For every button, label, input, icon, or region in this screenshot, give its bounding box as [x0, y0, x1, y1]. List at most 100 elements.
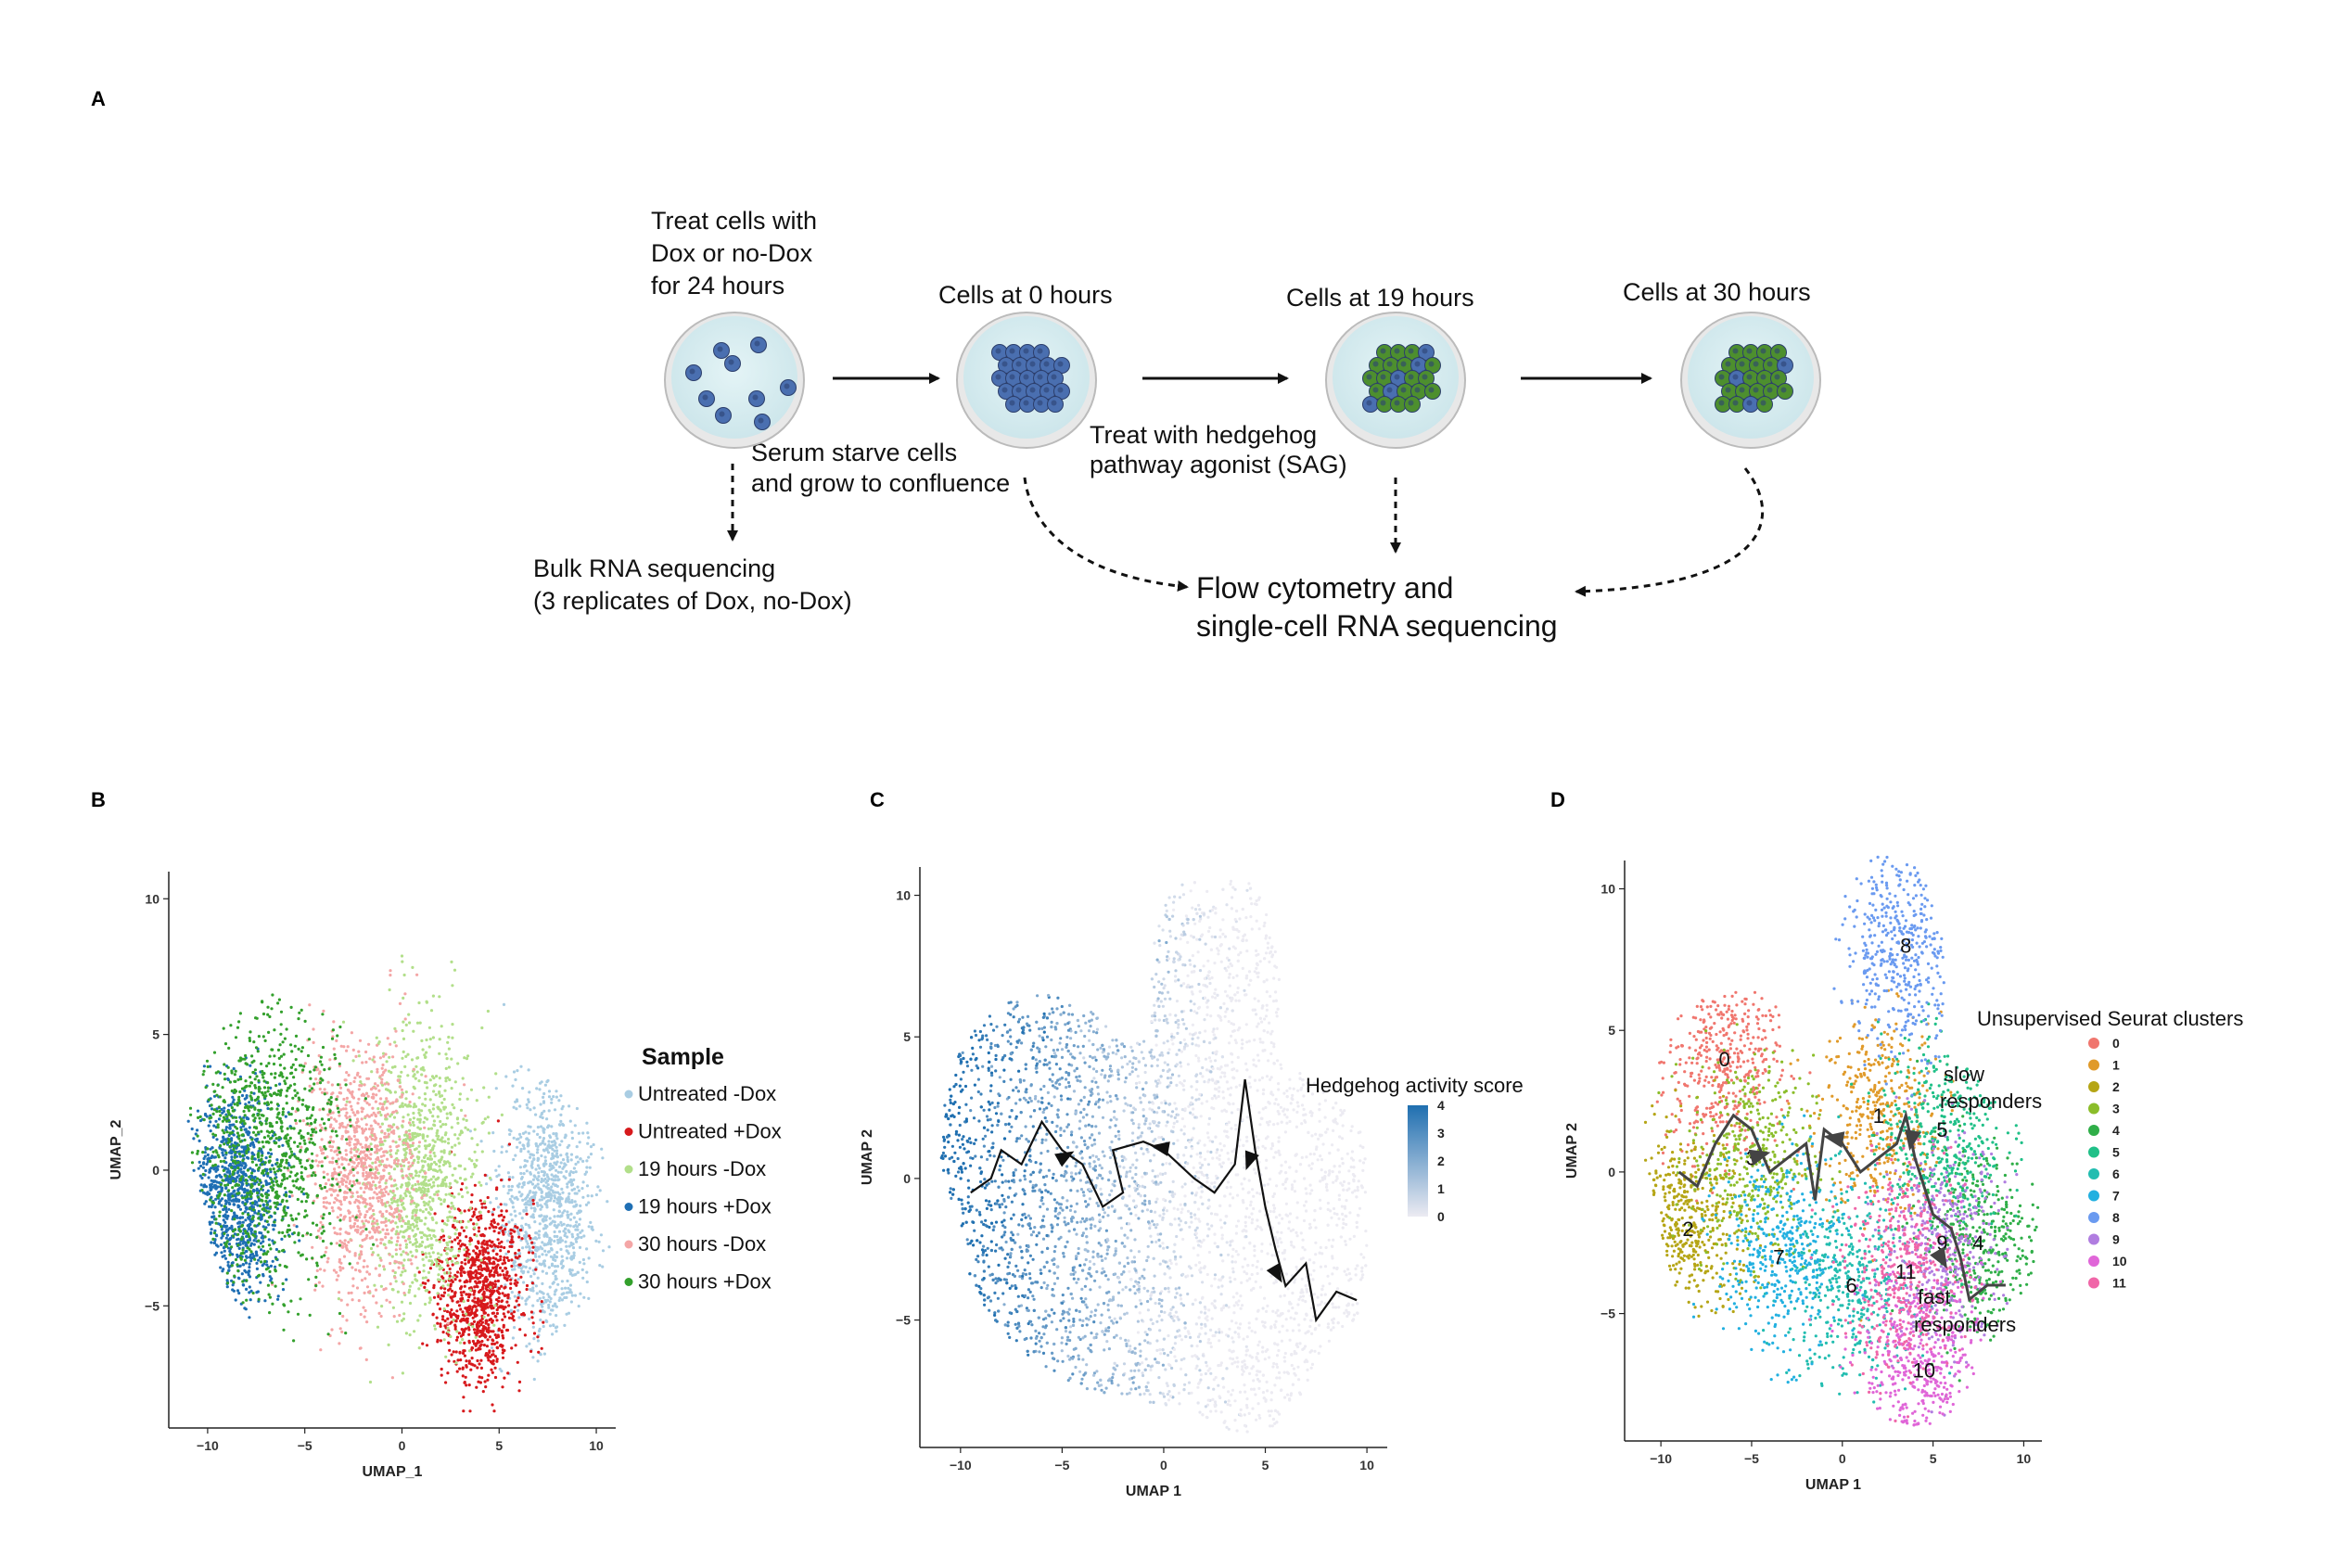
data-point — [578, 1245, 582, 1249]
data-point — [248, 1217, 251, 1221]
data-point — [347, 1241, 351, 1244]
data-point — [228, 1126, 232, 1130]
data-point — [298, 1239, 301, 1243]
data-point — [520, 1217, 524, 1220]
data-point — [404, 1130, 408, 1134]
data-point — [470, 1159, 474, 1163]
data-point — [283, 1166, 287, 1169]
data-point — [366, 1077, 371, 1080]
data-point — [476, 1320, 480, 1324]
data-point — [577, 1209, 581, 1213]
data-point — [483, 1243, 487, 1246]
data-point — [513, 1260, 517, 1264]
data-point — [210, 1146, 214, 1150]
data-point — [473, 1258, 477, 1262]
data-point — [492, 1220, 496, 1224]
data-point — [540, 1198, 544, 1202]
data-point — [336, 1095, 339, 1099]
data-point — [426, 1156, 430, 1161]
data-point — [337, 1083, 340, 1087]
data-point — [558, 1192, 562, 1196]
data-point — [249, 1253, 253, 1256]
data-point — [501, 1333, 504, 1338]
data-point — [499, 1255, 503, 1258]
data-point — [450, 1145, 454, 1149]
data-point — [365, 1101, 369, 1105]
data-point — [272, 1228, 275, 1231]
data-point — [437, 1176, 440, 1179]
data-point — [455, 1275, 459, 1279]
data-point — [485, 1345, 490, 1348]
data-point — [464, 1375, 467, 1379]
data-point — [436, 1321, 440, 1325]
data-point — [376, 1155, 380, 1160]
data-point — [363, 1183, 367, 1187]
data-point — [466, 1128, 470, 1131]
data-point — [496, 1244, 500, 1248]
data-point — [513, 1268, 517, 1271]
data-point — [325, 1190, 329, 1193]
data-point — [224, 1210, 228, 1214]
data-point — [237, 1152, 241, 1155]
data-point — [244, 1249, 248, 1254]
data-point — [393, 1040, 397, 1044]
data-point — [360, 1110, 363, 1114]
data-point — [358, 1039, 363, 1042]
data-point — [489, 1289, 492, 1293]
data-point — [545, 1319, 549, 1323]
data-point — [242, 1109, 246, 1114]
data-point — [438, 1091, 441, 1095]
data-point — [328, 1125, 332, 1128]
data-point — [460, 1130, 464, 1134]
data-point — [496, 1119, 501, 1123]
data-point — [461, 1374, 465, 1378]
data-point — [565, 1244, 568, 1248]
data-point — [523, 1159, 527, 1163]
data-point — [400, 954, 404, 958]
data-point — [414, 1214, 417, 1217]
data-point — [527, 1068, 530, 1072]
data-point — [434, 1093, 438, 1097]
data-point — [222, 1154, 225, 1157]
data-point — [537, 1233, 541, 1237]
data-point — [524, 1222, 528, 1226]
data-point — [576, 1211, 580, 1215]
data-point — [564, 1176, 568, 1179]
data-point — [261, 1204, 265, 1207]
data-point — [261, 1272, 265, 1277]
data-point — [438, 1077, 441, 1080]
data-point — [546, 1293, 550, 1296]
data-point — [542, 1100, 546, 1103]
data-point — [574, 1162, 578, 1166]
data-point — [558, 1165, 562, 1168]
data-point — [448, 1287, 452, 1291]
data-point — [331, 1209, 335, 1213]
data-point — [395, 1319, 400, 1323]
data-point — [581, 1195, 585, 1199]
data-point — [329, 1135, 333, 1139]
data-point — [479, 1331, 483, 1334]
data-point — [192, 1168, 196, 1172]
data-point — [365, 1233, 369, 1238]
data-point — [459, 1108, 464, 1112]
data-point — [331, 1091, 335, 1095]
flow-line1: Flow cytometry and — [1196, 571, 1453, 605]
data-point — [446, 1261, 450, 1265]
data-point — [476, 1332, 479, 1335]
data-point — [567, 1252, 570, 1256]
data-point — [265, 1167, 269, 1171]
data-point — [337, 1274, 340, 1278]
data-point — [242, 1263, 246, 1267]
data-point — [527, 1100, 530, 1103]
data-point — [480, 1245, 484, 1249]
data-point — [577, 1305, 580, 1308]
data-point — [429, 1263, 434, 1267]
data-point — [413, 1274, 417, 1278]
data-point — [380, 1305, 384, 1308]
data-point — [461, 1313, 466, 1317]
data-point — [406, 1104, 410, 1108]
data-point — [316, 1164, 320, 1167]
data-point — [514, 1154, 517, 1157]
data-point — [517, 1137, 520, 1141]
data-point — [427, 1127, 430, 1130]
